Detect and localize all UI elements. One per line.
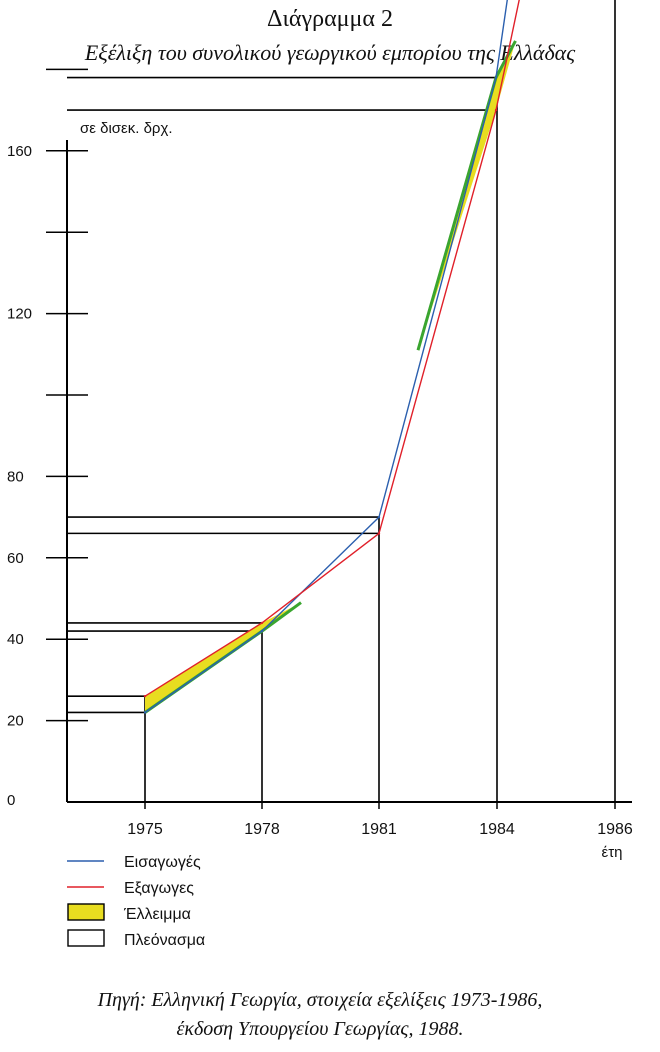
year-guide-rectangles xyxy=(67,0,616,802)
x-tick-label-1978: 1978 xyxy=(244,821,280,838)
x-tick-label-1975: 1975 xyxy=(127,821,163,838)
point-imports-1984 xyxy=(494,76,498,79)
series-line-imports xyxy=(144,0,508,714)
legend-label-2: Έλλειμμα xyxy=(123,906,191,923)
chart-labels: σε δισεκ. δρχ.02040608012016020024028030… xyxy=(7,120,633,861)
x-axis-label: έτη xyxy=(602,844,623,861)
legend-swatch-2 xyxy=(67,903,105,921)
source-line-1: Πηγή: Ελληνική Γεωργία, στοιχεία εξελίξε… xyxy=(97,989,543,1011)
point-exports-1981 xyxy=(377,532,381,535)
y-tick-label-120: 120 xyxy=(7,306,32,323)
series-lines xyxy=(143,0,520,714)
chart-canvas: σε δισεκ. δρχ.02040608012016020024028030… xyxy=(7,0,633,949)
point-exports-1984 xyxy=(494,108,498,112)
legend-label-1: Εξαγωγες xyxy=(124,880,194,897)
legend-label-3: Πλεόνασμα xyxy=(124,932,205,949)
y-tick-label-160: 160 xyxy=(7,143,32,160)
point-imports-1978 xyxy=(260,629,264,633)
legend-swatch-3 xyxy=(67,929,105,947)
series-line-exports xyxy=(144,0,520,697)
point-imports-1981 xyxy=(377,515,381,519)
chart-subtitle: Εξέλιξη του συνολικού γεωργικού εμπορίου… xyxy=(84,40,576,65)
y-tick-label-20: 20 xyxy=(7,713,24,730)
chart-axes xyxy=(46,68,632,809)
x-tick-label-1984: 1984 xyxy=(479,821,515,838)
point-imports-1975 xyxy=(143,711,147,714)
y-tick-label-0: 0 xyxy=(7,792,15,809)
y-tick-label-60: 60 xyxy=(7,550,24,567)
y-axis-unit-label: σε δισεκ. δρχ. xyxy=(80,120,173,137)
deficit-fill-areas xyxy=(144,40,517,714)
y-tick-label-40: 40 xyxy=(7,631,24,648)
source-line-2: έκδοση Υπουργείου Γεωργίας, 1988. xyxy=(176,1018,464,1040)
chart-title: Διάγραμμα 2 xyxy=(267,6,393,32)
x-tick-label-1981: 1981 xyxy=(361,821,397,838)
x-tick-label-1986: 1986 xyxy=(597,821,633,838)
legend-label-0: Εισαγωγές xyxy=(124,854,201,871)
source-note: Πηγή: Ελληνική Γεωργία, στοιχεία εξελίξε… xyxy=(0,986,640,1044)
legend: Εισαγωγές Εξαγωγες Έλλειμμα Πλεόνασμα xyxy=(67,854,205,949)
point-exports-1978 xyxy=(260,621,264,625)
y-tick-label-80: 80 xyxy=(7,468,24,485)
deficit-area-2 xyxy=(418,40,516,351)
point-exports-1975 xyxy=(143,694,147,698)
